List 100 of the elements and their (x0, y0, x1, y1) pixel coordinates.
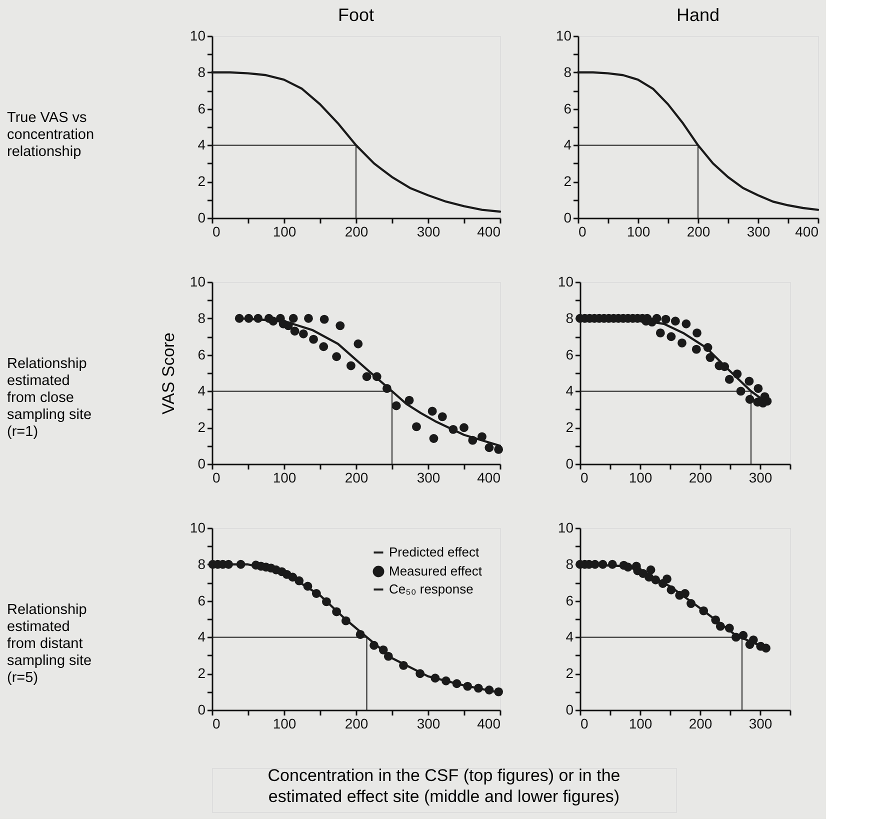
point (680, 589, 690, 598)
point (336, 321, 345, 330)
y-tick-label: 0 (564, 210, 572, 226)
x-tick-label: 100 (272, 470, 296, 486)
point (284, 321, 293, 330)
x-tick-label: 100 (626, 224, 650, 240)
x-tick-label: 0 (580, 470, 588, 486)
y-tick-label: 2 (566, 665, 574, 682)
x-tick-label: 0 (212, 470, 220, 486)
y-tick-label: 0 (566, 702, 574, 718)
point (494, 687, 504, 696)
point (332, 607, 342, 616)
point (384, 652, 393, 661)
x-tick-label: 200 (686, 224, 710, 240)
x-tick-label: 0 (578, 224, 586, 240)
point (452, 679, 462, 688)
point (744, 376, 754, 386)
point (304, 314, 313, 323)
point (372, 372, 382, 382)
point (412, 422, 421, 432)
x-tick-label: 300 (748, 470, 772, 486)
y-tick-label: 8 (198, 310, 206, 326)
x-tick-label: 200 (344, 716, 368, 732)
point (399, 660, 408, 670)
point (754, 384, 763, 393)
point (429, 434, 438, 443)
point (692, 328, 702, 338)
text: Relationship estimated from distant sampling site (r=5) (7, 602, 92, 686)
point (244, 314, 254, 323)
x-tick-label: 400 (795, 224, 819, 240)
y-tick-label: 4 (198, 628, 206, 645)
point (608, 560, 617, 569)
point (438, 412, 447, 422)
point (294, 576, 304, 586)
point (670, 316, 680, 326)
y-tick-label: 10 (190, 28, 206, 44)
point (706, 353, 715, 362)
x-tick-label: 200 (344, 470, 368, 486)
y-tick-label: 2 (198, 419, 206, 436)
x-tick-label: 200 (688, 470, 712, 486)
x-tick-label: 200 (688, 716, 712, 732)
point (762, 644, 770, 653)
point (442, 676, 450, 686)
x-tick-label: 100 (628, 716, 652, 732)
x-tick-label: 100 (628, 470, 652, 486)
x-tick-label: 100 (272, 716, 296, 732)
point (716, 622, 725, 631)
point (686, 599, 696, 608)
point (254, 314, 263, 323)
point (703, 343, 712, 352)
y-tick-label: 8 (564, 64, 572, 80)
point (268, 316, 278, 326)
y-tick-label: 8 (566, 310, 574, 326)
y-tick-label: 8 (198, 556, 206, 572)
y-tick-label: 10 (190, 274, 206, 290)
point (288, 572, 298, 582)
x-axis-title: Concentration in the CSF (top figures) or in the estimated effect site (middle and lower figures) (268, 766, 620, 806)
y-tick-label: 0 (566, 456, 574, 472)
point (624, 562, 632, 572)
y-tick-label: 8 (566, 556, 574, 572)
point (692, 344, 701, 354)
y-tick-label: 2 (566, 419, 574, 436)
x-tick-label: 0 (212, 716, 220, 732)
point (392, 401, 401, 410)
point (678, 338, 686, 348)
point (474, 684, 483, 693)
text: Relationship estimated from close sampling site (r=1) (7, 356, 92, 440)
y-tick-label: 4 (566, 628, 574, 645)
x-tick-label: 300 (416, 224, 440, 240)
y-tick-label: 0 (198, 702, 206, 718)
y-tick-label: 6 (198, 100, 206, 116)
x-tick-label: 300 (416, 470, 440, 486)
point (288, 314, 298, 323)
chart-title: Foot (338, 5, 374, 25)
point (484, 686, 494, 694)
point (404, 396, 414, 405)
text: True VAS vs concentration relationship (7, 110, 94, 160)
point (370, 640, 378, 650)
y-tick-label: 4 (198, 136, 206, 153)
y-tick-label: 10 (558, 274, 574, 290)
y-tick-label: 6 (566, 346, 574, 362)
point (312, 589, 321, 598)
x-tick-label: 0 (212, 224, 220, 240)
point (322, 597, 331, 606)
point (460, 423, 468, 432)
legend-label: Predicted effect (389, 544, 480, 560)
legend-label: Measured effect (389, 564, 482, 578)
point (319, 342, 328, 352)
point (656, 328, 665, 338)
point (494, 444, 504, 454)
y-tick-label: 10 (558, 520, 574, 536)
y-tick-label: 2 (198, 173, 206, 190)
y-tick-label: 4 (564, 136, 572, 153)
point (666, 332, 676, 342)
point (430, 674, 440, 683)
point (732, 369, 742, 378)
point (354, 339, 363, 348)
x-tick-label: 200 (344, 224, 368, 240)
x-tick-label: 400 (477, 224, 501, 240)
point (724, 624, 734, 633)
